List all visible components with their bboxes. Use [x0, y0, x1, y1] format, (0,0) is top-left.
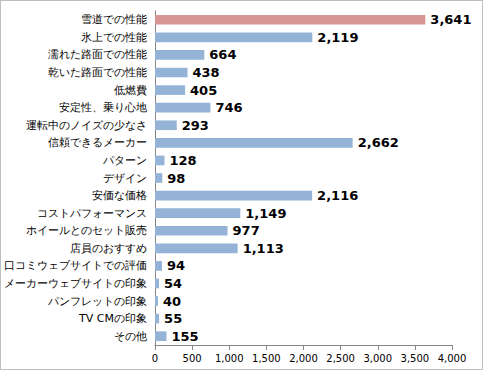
svg-text:パンフレットの印象: パンフレットの印象 [47, 295, 147, 308]
svg-text:安価な価格: 安価な価格 [92, 189, 147, 202]
svg-text:口コミウェブサイトでの評価: 口コミウェブサイトでの評価 [4, 259, 147, 272]
svg-text:2,116: 2,116 [317, 188, 358, 203]
svg-text:雪道での性能: 雪道での性能 [81, 13, 147, 26]
svg-text:98: 98 [167, 171, 185, 186]
svg-text:55: 55 [164, 311, 182, 326]
svg-text:977: 977 [233, 223, 260, 238]
svg-text:安定性、乗り心地: 安定性、乗り心地 [59, 101, 147, 114]
svg-text:155: 155 [172, 329, 199, 344]
svg-text:コストパフォーマンス: コストパフォーマンス [37, 207, 147, 220]
svg-text:4,000: 4,000 [438, 353, 467, 364]
svg-text:40: 40 [163, 294, 181, 309]
svg-text:TV CMの印象: TV CMの印象 [78, 312, 147, 325]
svg-text:氷上での性能: 氷上での性能 [81, 31, 147, 44]
svg-text:デザイン: デザイン [103, 172, 147, 185]
svg-text:746: 746 [215, 100, 242, 115]
svg-text:ホイールとのセット販売: ホイールとのセット販売 [26, 224, 147, 237]
svg-text:1,113: 1,113 [243, 241, 284, 256]
svg-text:2,662: 2,662 [358, 135, 399, 150]
svg-text:3,641: 3,641 [430, 12, 471, 27]
svg-text:1,000: 1,000 [215, 353, 244, 364]
svg-text:94: 94 [167, 258, 185, 273]
svg-text:293: 293 [182, 118, 209, 133]
svg-text:2,000: 2,000 [289, 353, 318, 364]
svg-text:1,149: 1,149 [245, 206, 286, 221]
svg-text:54: 54 [164, 276, 182, 291]
svg-text:3,500: 3,500 [401, 353, 430, 364]
svg-text:405: 405 [190, 83, 217, 98]
svg-text:3,000: 3,000 [363, 353, 392, 364]
svg-text:その他: その他 [114, 330, 147, 343]
svg-text:店員のおすすめ: 店員のおすすめ [70, 242, 147, 255]
svg-text:500: 500 [183, 353, 202, 364]
svg-text:664: 664 [209, 47, 236, 62]
svg-text:0: 0 [152, 353, 158, 364]
svg-text:2,500: 2,500 [326, 353, 355, 364]
svg-text:パターン: パターン [102, 154, 147, 167]
svg-text:128: 128 [170, 153, 197, 168]
svg-text:濡れた路面での性能: 濡れた路面での性能 [48, 48, 147, 61]
svg-text:438: 438 [193, 65, 220, 80]
svg-text:低燃費: 低燃費 [114, 84, 147, 97]
svg-text:2,119: 2,119 [317, 30, 358, 45]
svg-text:乾いた路面での性能: 乾いた路面での性能 [48, 66, 147, 79]
svg-text:メーカーウェブサイトの印象: メーカーウェブサイトの印象 [4, 277, 147, 290]
svg-text:運転中のノイズの少なさ: 運転中のノイズの少なさ [26, 119, 147, 132]
svg-text:信頼できるメーカー: 信頼できるメーカー [48, 136, 147, 149]
svg-text:1,500: 1,500 [252, 353, 281, 364]
